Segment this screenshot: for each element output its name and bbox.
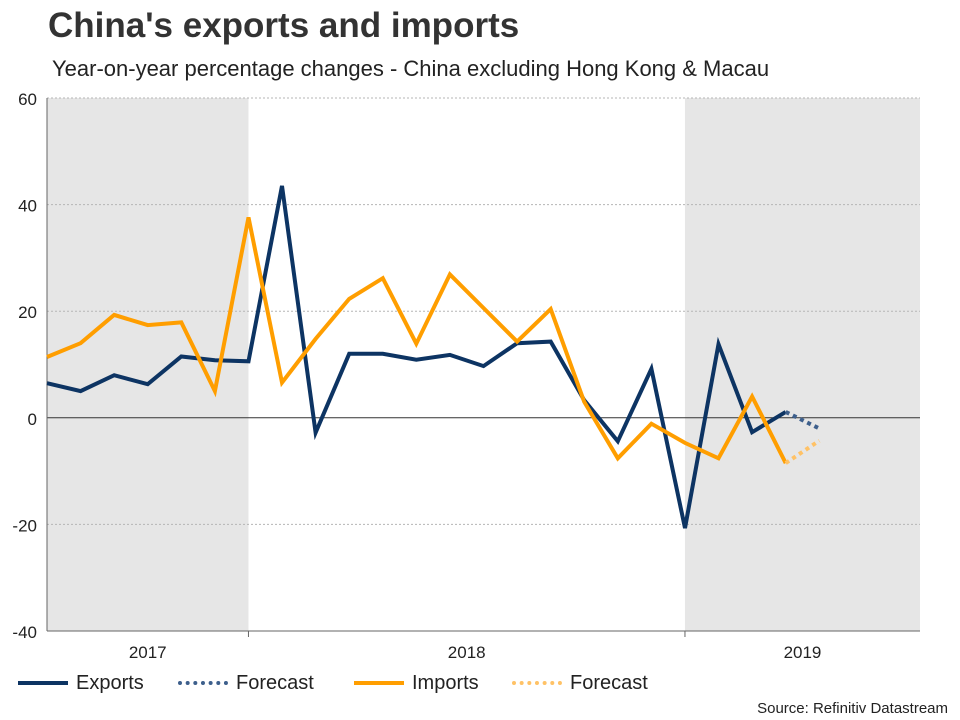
legend-item-imports-forecast: Forecast [512, 668, 648, 698]
series-line-exports-forecast [784, 410, 821, 431]
y-tick-label: 0 [28, 410, 37, 429]
legend-label-exports-forecast: Forecast [236, 671, 314, 694]
x-year-label: 2018 [448, 643, 486, 662]
x-year-label: 2019 [784, 643, 822, 662]
axes [46, 98, 920, 637]
shaded-band-1 [684, 98, 920, 631]
x-year-labels: 2017 2018 2019 [129, 643, 822, 662]
legend-swatch-exports-forecast [178, 681, 228, 685]
y-tick-label: 60 [18, 90, 37, 109]
legend-label-imports-forecast: Forecast [570, 671, 648, 694]
series-line-imports [46, 217, 788, 465]
legend-label-imports: Imports [412, 671, 479, 694]
shaded-band-0 [47, 98, 249, 631]
y-tick-label: 20 [18, 303, 37, 322]
chart-title: China's exports and imports [48, 6, 520, 45]
series-line-imports-forecast [784, 439, 821, 465]
shaded-regions [47, 98, 920, 631]
y-tick-label: 40 [18, 197, 37, 216]
legend: Exports Forecast Imports Forecast [18, 668, 718, 698]
chart-subtitle: Year-on-year percentage changes - China … [52, 56, 770, 81]
legend-label-exports: Exports [76, 671, 144, 694]
legend-item-exports: Exports [18, 668, 144, 698]
legend-swatch-exports [18, 681, 68, 685]
source-note: Source: Refinitiv Datastream [757, 700, 948, 717]
y-tick-labels: -40 -20 0 20 40 60 [12, 90, 37, 642]
y-tick-label: -40 [12, 623, 37, 642]
legend-swatch-imports [354, 681, 404, 685]
series-line-exports [46, 185, 787, 529]
y-tick-label: -20 [12, 516, 37, 535]
legend-swatch-imports-forecast [512, 681, 562, 685]
series-lines [46, 185, 821, 529]
legend-item-imports: Imports [354, 668, 479, 698]
legend-item-exports-forecast: Forecast [178, 668, 314, 698]
x-year-label: 2017 [129, 643, 167, 662]
